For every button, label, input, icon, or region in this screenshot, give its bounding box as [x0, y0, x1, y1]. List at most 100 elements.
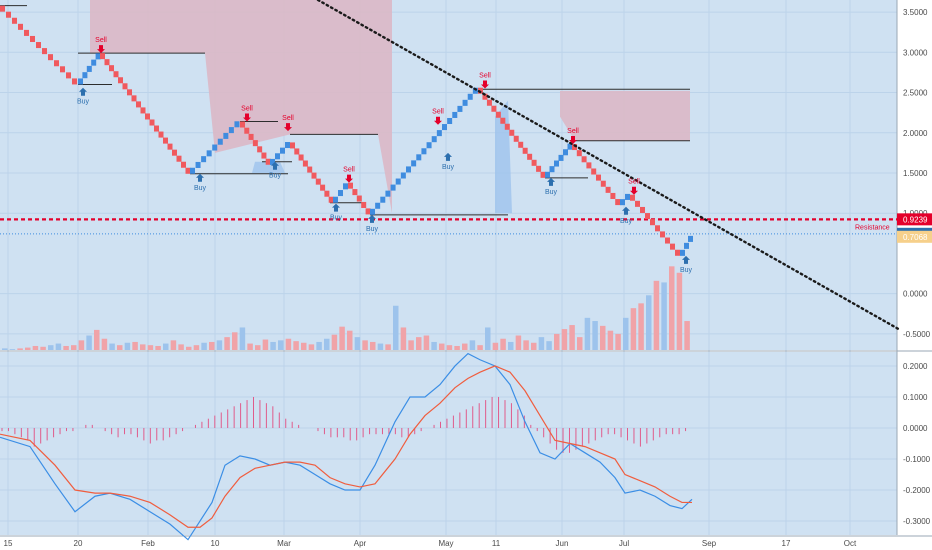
- renko-up-brick: [620, 199, 625, 206]
- renko-down-brick: [509, 129, 515, 136]
- renko-down-brick: [655, 225, 660, 232]
- price-tick-label: 2.5000: [903, 89, 928, 98]
- price-tick-label: 1.5000: [903, 169, 928, 178]
- renko-up-brick: [400, 172, 406, 179]
- volume-bar: [638, 303, 644, 350]
- volume-bar: [71, 345, 77, 350]
- renko-up-brick: [217, 138, 223, 145]
- cloud-area: [378, 0, 392, 214]
- volume-bar: [623, 317, 629, 350]
- volume-bar: [554, 333, 560, 350]
- renko-down-brick: [36, 42, 41, 49]
- volume-bar: [63, 345, 69, 350]
- renko-down-brick: [252, 140, 258, 147]
- renko-down-brick: [315, 178, 321, 185]
- renko-up-brick: [212, 144, 218, 151]
- volume-bar: [40, 346, 46, 350]
- renko-down-brick: [540, 171, 546, 178]
- volume-bar: [546, 341, 552, 350]
- renko-down-brick: [302, 160, 308, 167]
- cloud-area: [560, 90, 690, 141]
- renko-up-brick: [436, 130, 442, 137]
- renko-down-brick: [185, 167, 191, 174]
- renko-down-brick: [265, 158, 271, 165]
- price-tick-label: 2.0000: [903, 129, 928, 138]
- sell-signal-label: Sell: [95, 37, 107, 44]
- volume-bar: [362, 340, 368, 350]
- time-tick-label: Apr: [354, 539, 367, 548]
- renko-down-brick: [482, 93, 488, 100]
- renko-up-brick: [195, 161, 201, 168]
- volume-bar: [485, 327, 491, 350]
- renko-down-brick: [630, 194, 635, 201]
- volume-bar: [101, 338, 108, 350]
- volume-bar: [285, 338, 292, 350]
- time-tick-label: 20: [74, 539, 83, 548]
- volume-bar: [78, 340, 85, 350]
- renko-up-brick: [426, 142, 432, 149]
- renko-down-brick: [109, 65, 114, 72]
- time-tick-label: 11: [492, 539, 501, 548]
- renko-up-brick: [472, 87, 478, 94]
- volume-bar: [324, 338, 330, 350]
- renko-down-brick: [307, 166, 313, 173]
- volume-bar: [393, 305, 399, 350]
- price-tick-label: 3.0000: [903, 48, 928, 57]
- buy-signal-label: Buy: [194, 185, 207, 192]
- volume-bar: [446, 345, 453, 350]
- renko-down-brick: [172, 149, 177, 156]
- renko-up-brick: [421, 148, 427, 155]
- volume-bar: [140, 344, 146, 350]
- renko-down-brick: [311, 172, 317, 179]
- renko-down-brick: [536, 165, 542, 172]
- volume-bar: [55, 343, 62, 350]
- renko-down-brick: [18, 23, 23, 30]
- renko-up-brick: [567, 143, 573, 150]
- renko-up-brick: [462, 99, 468, 106]
- renko-up-brick: [558, 154, 564, 161]
- renko-up-brick: [370, 208, 375, 215]
- renko-down-brick: [122, 83, 128, 90]
- time-tick-label: Jul: [619, 539, 629, 548]
- renko-down-brick: [149, 119, 155, 126]
- buy-arrow-icon: [368, 214, 376, 223]
- buy-arrow-icon: [547, 177, 555, 186]
- renko-up-brick: [406, 166, 411, 173]
- volume-bar: [293, 341, 299, 350]
- renko-up-brick: [563, 149, 568, 156]
- sell-signal-label: Sell: [628, 179, 640, 186]
- volume-bar: [163, 343, 169, 350]
- renko-down-brick: [586, 162, 592, 169]
- renko-up-brick: [452, 111, 458, 118]
- renko-up-brick: [442, 124, 447, 131]
- renko-up-brick: [549, 166, 555, 173]
- volume-bar: [147, 345, 154, 350]
- price-badge-label: 0.7068: [903, 233, 928, 242]
- renko-down-brick: [324, 190, 330, 197]
- renko-down-brick: [136, 101, 141, 108]
- time-tick-label: Oct: [844, 539, 857, 548]
- volume-bar: [508, 341, 514, 350]
- volume-bar: [247, 343, 253, 350]
- buy-signal-label: Buy: [77, 99, 90, 106]
- sell-signal-label: Sell: [479, 73, 491, 80]
- renko-down-brick: [478, 87, 483, 94]
- renko-down-brick: [240, 121, 245, 128]
- price-tick-label: -0.5000: [903, 330, 931, 339]
- volume-bar: [462, 343, 468, 350]
- time-tick-label: 10: [211, 539, 220, 548]
- renko-up-brick: [275, 153, 280, 160]
- sell-arrow-icon: [569, 136, 577, 145]
- renko-down-brick: [605, 186, 611, 193]
- renko-down-brick: [356, 195, 362, 202]
- volume-bar: [216, 340, 223, 350]
- volume-bar: [669, 266, 675, 350]
- volume-bar: [500, 338, 506, 350]
- renko-up-brick: [228, 127, 234, 134]
- renko-down-brick: [298, 154, 304, 161]
- renko-down-brick: [167, 143, 173, 150]
- buy-arrow-icon: [271, 161, 279, 170]
- volume-bar: [600, 325, 606, 350]
